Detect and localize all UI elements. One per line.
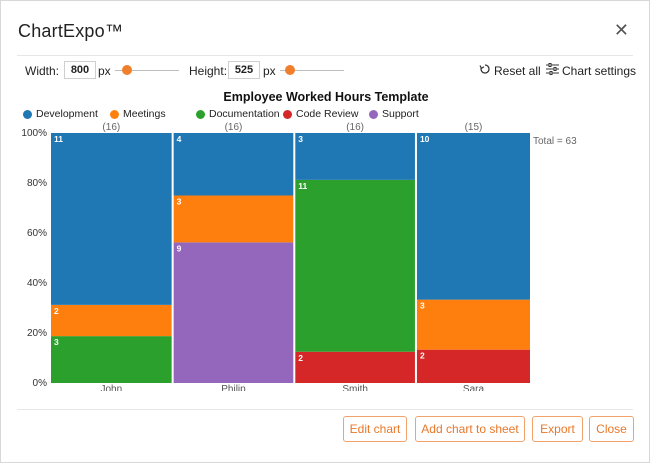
height-label: Height: [189, 64, 228, 78]
legend-label-code-review: Code Review [296, 108, 359, 120]
width-input[interactable]: 800 [64, 61, 96, 79]
legend-label-documentation: Documentation [209, 108, 280, 120]
close-button[interactable]: Close [589, 416, 634, 442]
legend-item-support: Support [369, 108, 419, 120]
legend-dot-development [23, 109, 32, 119]
width-unit: px [98, 64, 111, 78]
bar-segment [173, 242, 294, 383]
height-slider[interactable] [280, 70, 344, 71]
segment-value-label: 11 [298, 181, 307, 191]
chart-title: Employee Worked Hours Template [223, 90, 429, 104]
column-total-label: (16) [225, 122, 243, 133]
segment-value-label: 4 [177, 134, 182, 144]
app-title: ChartExpo™ [18, 21, 124, 41]
segment-value-label: 3 [177, 197, 182, 207]
segment-value-label: 10 [420, 134, 430, 144]
bar-segment [416, 133, 530, 300]
legend-item-code-review: Code Review [283, 108, 358, 120]
bar-segment [295, 179, 415, 352]
edit-chart-button[interactable]: Edit chart [343, 416, 407, 442]
y-tick-label: 60% [27, 228, 47, 239]
segment-value-label: 3 [54, 337, 59, 347]
legend-dot-documentation [196, 109, 205, 119]
y-tick-label: 40% [27, 278, 47, 289]
height-slider-handle[interactable] [285, 65, 295, 75]
legend-dot-code-review [283, 109, 292, 119]
bar-segment [416, 349, 530, 383]
segment-value-label: 3 [298, 134, 303, 144]
export-button[interactable]: Export [532, 416, 583, 442]
bar-segment [295, 351, 415, 383]
legend-item-development: Development [23, 108, 98, 120]
sliders-icon [546, 63, 559, 78]
y-tick-label: 20% [27, 328, 47, 339]
segment-value-label: 2 [420, 351, 425, 361]
bar-segment [416, 299, 530, 350]
legend-label-support: Support [382, 108, 419, 120]
marimekko-chart: 0% 20% 40% 60% 80% 100% 3 2 11 (16) John 9 3 4 (16) Phi… [21, 122, 577, 391]
bar-segment [173, 133, 294, 196]
segment-value-label: 2 [298, 353, 303, 363]
x-category-label: Smith [342, 384, 368, 391]
segment-value-label: 2 [54, 306, 59, 316]
bar-segment [295, 133, 415, 180]
reset-all-label: Reset all [494, 63, 541, 78]
x-category-label: Sara [463, 384, 485, 391]
width-label: Width: [25, 64, 60, 78]
x-category-label: John [100, 384, 122, 391]
segment-value-label: 9 [177, 243, 182, 253]
width-slider[interactable] [115, 70, 179, 71]
bar-segment [51, 336, 172, 383]
legend-dot-support [369, 109, 378, 119]
legend-dot-meetings [110, 109, 119, 119]
y-tick-label: 0% [33, 378, 48, 389]
add-chart-to-sheet-button[interactable]: Add chart to sheet [415, 416, 525, 442]
close-icon[interactable]: ✕ [613, 20, 629, 40]
grand-total-label: Total = 63 [533, 136, 577, 147]
header-divider [17, 55, 633, 56]
reset-icon [479, 63, 491, 78]
column-total-label: (16) [346, 122, 364, 133]
reset-all-button[interactable]: Reset all [479, 63, 541, 78]
y-tick-label: 80% [27, 178, 47, 189]
x-category-label: Philip [221, 384, 246, 391]
legend-label-meetings: Meetings [123, 108, 166, 120]
height-unit: px [263, 64, 276, 78]
chart-settings-button[interactable]: Chart settings [546, 63, 636, 78]
height-input[interactable]: 525 [228, 61, 260, 79]
bar-segment [51, 304, 172, 337]
column-total-label: (15) [465, 122, 483, 133]
chart-settings-label: Chart settings [562, 63, 637, 78]
footer-divider [17, 409, 633, 410]
size-toolbar: Width: 800 px Height: 525 px Reset all C… [1, 61, 650, 81]
segment-value-label: 3 [420, 301, 425, 311]
width-slider-handle[interactable] [122, 65, 132, 75]
segment-value-label: 11 [54, 134, 63, 144]
legend-item-documentation: Documentation [196, 108, 280, 120]
legend-item-meetings: Meetings [110, 108, 166, 120]
bar-segment [51, 133, 172, 305]
legend-label-development: Development [36, 108, 98, 120]
y-tick-label: 100% [21, 128, 47, 139]
column-total-label: (16) [102, 122, 120, 133]
bar-segment [173, 195, 294, 243]
